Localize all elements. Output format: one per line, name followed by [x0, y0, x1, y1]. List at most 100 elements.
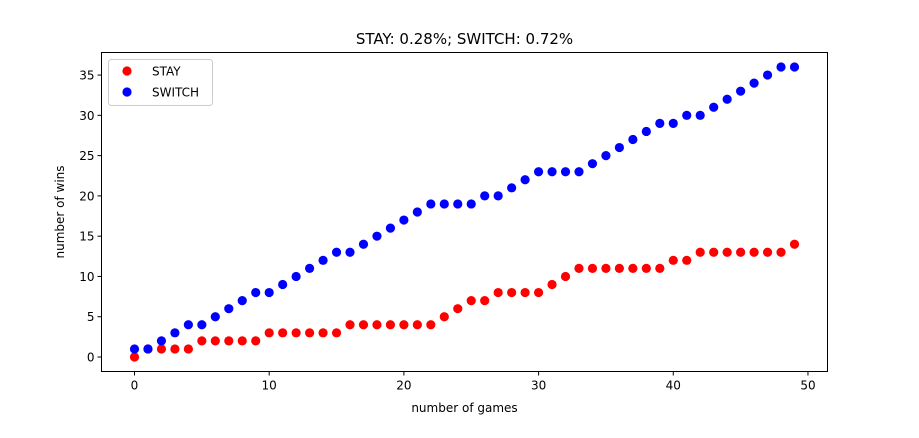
point-switch [560, 167, 571, 177]
point-switch [493, 191, 503, 201]
point-stay [251, 336, 261, 346]
point-switch [547, 167, 557, 177]
x-axis-label: number of games [411, 401, 517, 415]
y-tick-label: 25 [79, 149, 94, 163]
point-stay [197, 336, 207, 346]
point-switch [278, 279, 288, 290]
plot-frame [101, 52, 828, 372]
point-switch [533, 167, 544, 177]
point-switch [574, 167, 584, 177]
series-switch [129, 62, 800, 354]
point-stay [480, 296, 490, 306]
point-stay [170, 344, 180, 354]
x-tick-label: 50 [800, 379, 815, 393]
point-switch [237, 296, 247, 306]
point-switch [197, 320, 207, 330]
y-tick-label: 35 [79, 69, 94, 83]
point-stay [129, 352, 140, 362]
point-stay [399, 320, 409, 330]
point-switch [170, 328, 180, 338]
point-stay [493, 287, 503, 298]
y-axis: 0 5 10 15 20 25 30 35 [79, 69, 102, 365]
point-switch [358, 239, 369, 249]
y-tick-label: 15 [79, 230, 94, 244]
point-stay [358, 320, 369, 330]
point-stay [533, 287, 544, 298]
point-stay [776, 247, 786, 257]
point-switch [736, 86, 746, 96]
point-stay [601, 263, 611, 273]
point-switch [507, 183, 517, 193]
point-switch [722, 94, 732, 104]
point-stay [305, 328, 315, 338]
point-switch [129, 344, 140, 354]
x-axis: 0 10 20 30 40 50 [131, 371, 816, 393]
point-stay [264, 328, 274, 338]
point-stay [237, 336, 247, 346]
point-switch [318, 255, 328, 265]
point-stay [453, 304, 463, 314]
point-stay [789, 239, 800, 249]
point-stay [668, 255, 678, 265]
point-stay [156, 344, 167, 354]
point-stay [439, 312, 449, 322]
x-tick-label: 20 [396, 379, 411, 393]
point-switch [156, 336, 167, 346]
point-switch [183, 320, 193, 330]
y-tick-label: 30 [79, 109, 94, 123]
point-switch [682, 110, 692, 120]
point-switch [776, 62, 786, 72]
point-switch [628, 134, 638, 145]
point-stay [722, 247, 732, 257]
point-switch [372, 231, 382, 241]
point-switch [466, 199, 476, 209]
point-switch [345, 247, 355, 257]
plot-marks [129, 62, 800, 362]
point-switch [331, 247, 342, 257]
point-switch [439, 199, 449, 209]
point-switch [789, 62, 800, 72]
point-stay [372, 320, 382, 330]
point-switch [305, 263, 315, 273]
point-switch [399, 215, 409, 225]
legend-marker-switch [122, 87, 132, 97]
point-switch [587, 159, 598, 169]
point-stay [682, 255, 692, 265]
point-stay [412, 320, 422, 330]
point-switch [668, 118, 678, 128]
point-switch [251, 287, 261, 298]
point-switch [614, 142, 624, 153]
chart-title: STAY: 0.28%; SWITCH: 0.72% [356, 30, 573, 48]
point-switch [291, 271, 301, 282]
series-stay [129, 239, 800, 362]
point-stay [574, 263, 584, 273]
point-stay [655, 263, 665, 273]
point-stay [224, 336, 234, 346]
x-tick-label: 30 [531, 379, 546, 393]
legend: STAY SWITCH [108, 59, 213, 106]
point-stay [466, 296, 476, 306]
point-stay [278, 328, 288, 338]
point-stay [628, 263, 638, 273]
point-stay [331, 328, 342, 338]
point-stay [560, 271, 571, 282]
point-switch [762, 70, 773, 80]
y-axis-label: number of wins [53, 165, 67, 258]
point-switch [210, 312, 220, 322]
point-switch [641, 126, 651, 137]
point-stay [547, 279, 557, 290]
point-switch [749, 78, 759, 88]
point-stay [210, 336, 220, 346]
point-stay [749, 247, 759, 257]
y-tick-label: 10 [79, 270, 94, 284]
point-stay [520, 287, 530, 298]
point-switch [601, 151, 611, 161]
point-stay [641, 263, 651, 273]
point-switch [385, 223, 396, 233]
point-stay [736, 247, 746, 257]
point-switch [412, 207, 422, 217]
y-tick-label: 20 [79, 189, 94, 203]
point-stay [614, 263, 624, 273]
point-switch [695, 110, 705, 120]
x-tick-label: 40 [666, 379, 681, 393]
